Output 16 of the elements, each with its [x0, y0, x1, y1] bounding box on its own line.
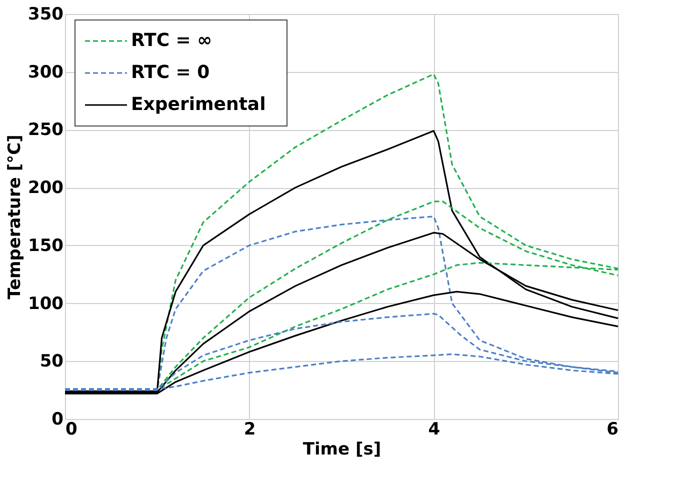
legend-label: RTC = ∞: [131, 30, 212, 51]
x-tick-label: 0: [66, 420, 78, 440]
y-tick-label: 150: [28, 236, 64, 256]
y-tick-label: 250: [28, 120, 64, 140]
y-tick-label: 350: [28, 4, 64, 24]
x-tick-label: 4: [428, 420, 440, 440]
y-axis-title: Temperature [°C]: [5, 134, 26, 300]
y-tick-label: 200: [28, 178, 64, 198]
y-tick-label: 50: [40, 352, 64, 372]
x-tick-label: 2: [244, 420, 256, 440]
legend-label: Experimental: [131, 94, 266, 115]
legend-label: RTC = 0: [131, 62, 210, 83]
y-tick-label: 100: [28, 294, 64, 314]
x-axis-title: Time [s]: [302, 440, 382, 460]
x-tick-label: 6: [606, 420, 618, 440]
y-tick-label: 300: [28, 62, 64, 82]
